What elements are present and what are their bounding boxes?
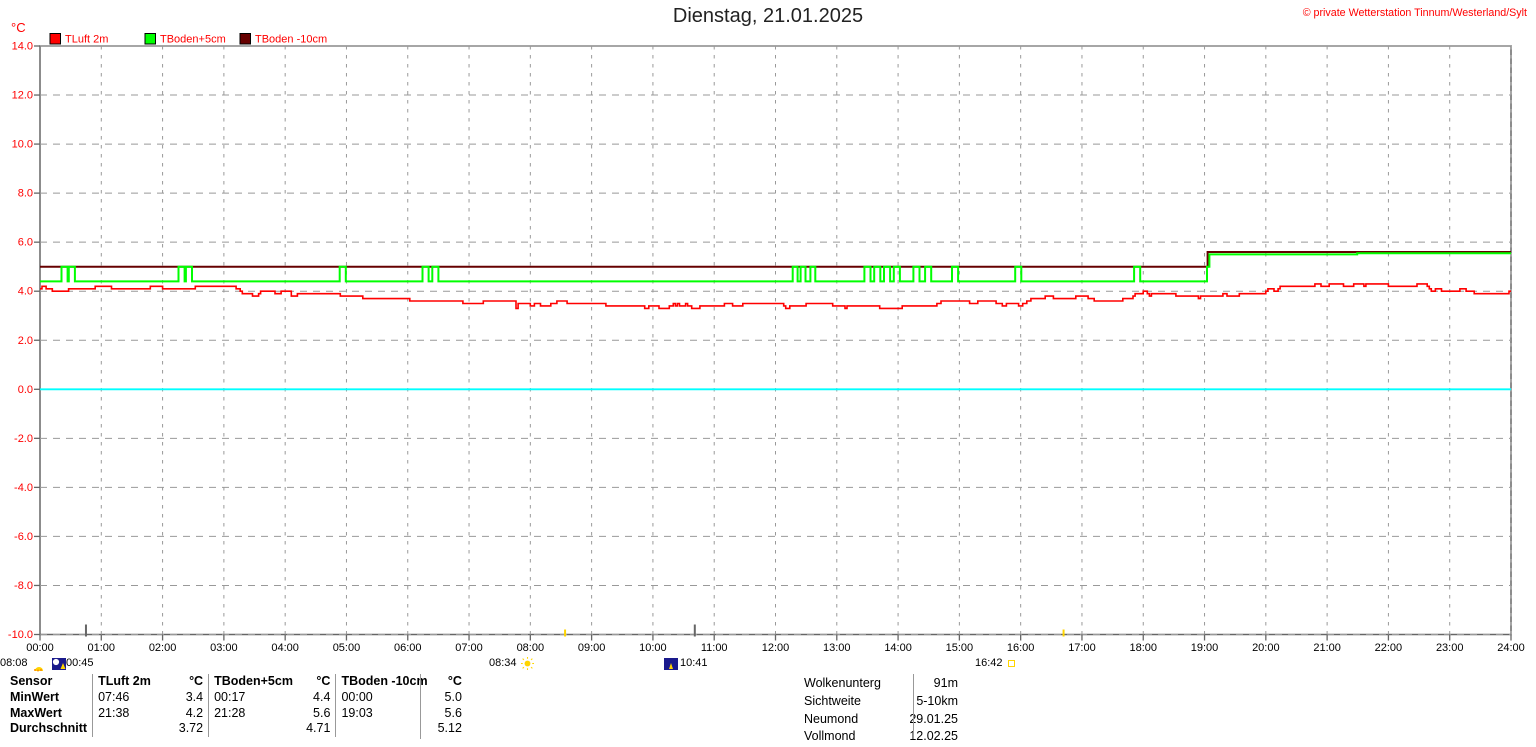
svg-text:06:00: 06:00	[394, 642, 422, 654]
svg-text:21:00: 21:00	[1313, 642, 1341, 654]
svg-text:-10.0: -10.0	[8, 629, 33, 641]
svg-text:24:00: 24:00	[1497, 642, 1525, 654]
svg-text:4.0: 4.0	[18, 286, 33, 298]
svg-text:13:00: 13:00	[823, 642, 851, 654]
svg-text:-6.0: -6.0	[14, 531, 33, 543]
svg-text:0.0: 0.0	[18, 384, 33, 396]
svg-text:8.0: 8.0	[18, 188, 33, 200]
svg-text:00:00: 00:00	[26, 642, 54, 654]
svg-text:05:00: 05:00	[333, 642, 361, 654]
svg-text:02:00: 02:00	[149, 642, 177, 654]
svg-text:6.0: 6.0	[18, 237, 33, 249]
svg-text:07:00: 07:00	[455, 642, 483, 654]
svg-text:12.0: 12.0	[12, 90, 33, 102]
svg-text:23:00: 23:00	[1436, 642, 1464, 654]
svg-text:14.0: 14.0	[12, 41, 33, 53]
svg-text:12:00: 12:00	[762, 642, 790, 654]
svg-text:TBoden -10cm: TBoden -10cm	[255, 34, 327, 46]
svg-text:10.0: 10.0	[12, 139, 33, 151]
svg-text:15:00: 15:00	[946, 642, 974, 654]
svg-text:14:00: 14:00	[884, 642, 912, 654]
svg-text:2.0: 2.0	[18, 335, 33, 347]
svg-text:-8.0: -8.0	[14, 580, 33, 592]
svg-text:TLuft 2m: TLuft 2m	[65, 34, 108, 46]
svg-text:10:00: 10:00	[639, 642, 667, 654]
svg-text:03:00: 03:00	[210, 642, 238, 654]
svg-text:20:00: 20:00	[1252, 642, 1280, 654]
svg-text:09:00: 09:00	[578, 642, 606, 654]
svg-text:11:00: 11:00	[701, 642, 728, 654]
svg-text:22:00: 22:00	[1375, 642, 1403, 654]
svg-text:08:00: 08:00	[517, 642, 545, 654]
svg-text:17:00: 17:00	[1068, 642, 1096, 654]
svg-text:04:00: 04:00	[271, 642, 299, 654]
svg-text:19:00: 19:00	[1191, 642, 1219, 654]
svg-text:TBoden+5cm: TBoden+5cm	[160, 34, 226, 46]
svg-text:18:00: 18:00	[1129, 642, 1157, 654]
svg-text:-2.0: -2.0	[14, 433, 33, 445]
svg-text:16:00: 16:00	[1007, 642, 1035, 654]
svg-text:01:00: 01:00	[88, 642, 116, 654]
svg-text:-4.0: -4.0	[14, 482, 33, 494]
